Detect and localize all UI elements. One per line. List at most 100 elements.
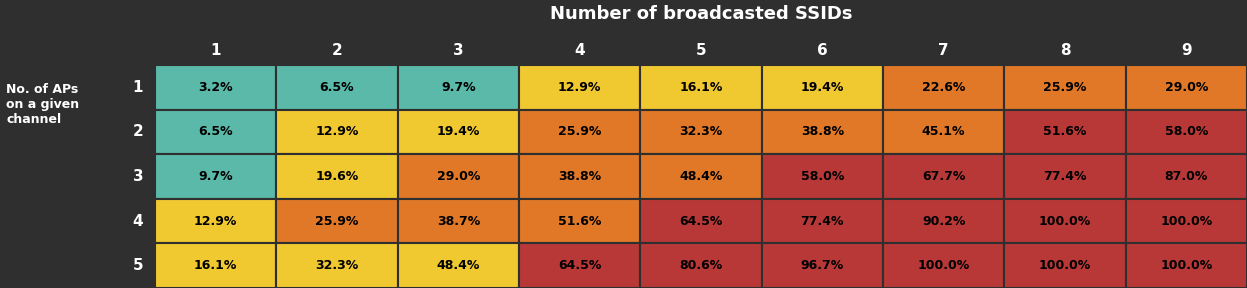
Bar [1126,65,1247,110]
Text: 100.0%: 100.0% [1160,215,1212,228]
Text: 22.6%: 22.6% [922,81,965,94]
Bar [762,65,883,110]
Bar [519,110,640,154]
Bar [519,154,640,199]
Bar [519,65,640,110]
Bar [1126,154,1247,199]
Text: 48.4%: 48.4% [436,259,480,272]
Bar [155,154,277,199]
Bar [398,65,519,110]
Bar [883,199,1004,243]
Text: 77.4%: 77.4% [1044,170,1086,183]
Text: 100.0%: 100.0% [1039,259,1091,272]
Text: 19.4%: 19.4% [801,81,844,94]
Text: 100.0%: 100.0% [1160,259,1212,272]
Text: 5: 5 [696,43,706,58]
Text: 51.6%: 51.6% [1044,125,1086,139]
Text: 100.0%: 100.0% [918,259,970,272]
Bar [277,110,398,154]
Bar [277,154,398,199]
Bar [640,243,762,288]
Bar [1004,243,1126,288]
Bar [1004,110,1126,154]
Text: 7: 7 [938,43,949,58]
Text: 45.1%: 45.1% [922,125,965,139]
Bar [1004,65,1126,110]
Bar [640,65,762,110]
Text: 19.4%: 19.4% [436,125,480,139]
Bar [398,154,519,199]
Text: 32.3%: 32.3% [315,259,359,272]
Text: 58.0%: 58.0% [1165,125,1208,139]
Bar [883,154,1004,199]
Text: 32.3%: 32.3% [680,125,722,139]
Text: 5: 5 [132,258,143,273]
Bar [1126,199,1247,243]
Bar [155,243,277,288]
Text: 12.9%: 12.9% [195,215,237,228]
Text: 48.4%: 48.4% [680,170,723,183]
Text: 2: 2 [132,124,143,139]
Text: 77.4%: 77.4% [801,215,844,228]
Bar [762,110,883,154]
Text: 87.0%: 87.0% [1165,170,1208,183]
Text: 29.0%: 29.0% [436,170,480,183]
Text: 6.5%: 6.5% [319,81,354,94]
Text: 67.7%: 67.7% [922,170,965,183]
Text: 38.8%: 38.8% [559,170,601,183]
Text: 3: 3 [132,169,143,184]
Text: 80.6%: 80.6% [680,259,722,272]
Text: 38.7%: 38.7% [436,215,480,228]
Bar [155,65,277,110]
Bar [519,199,640,243]
Text: 4: 4 [132,214,143,229]
Text: 51.6%: 51.6% [557,215,601,228]
Bar [640,199,762,243]
Bar [762,243,883,288]
Bar [1004,154,1126,199]
Text: 4: 4 [575,43,585,58]
Bar [1126,243,1247,288]
Text: 25.9%: 25.9% [557,125,601,139]
Bar [519,243,640,288]
Text: 12.9%: 12.9% [557,81,601,94]
Text: Number of broadcasted SSIDs: Number of broadcasted SSIDs [550,5,852,23]
Text: 8: 8 [1060,43,1070,58]
Bar [640,154,762,199]
Bar [398,199,519,243]
Bar [883,110,1004,154]
Text: 1: 1 [211,43,221,58]
Text: 64.5%: 64.5% [557,259,601,272]
Text: 16.1%: 16.1% [195,259,237,272]
Text: No. of APs
on a given
channel: No. of APs on a given channel [6,84,79,126]
Bar [883,243,1004,288]
Bar [398,243,519,288]
Text: 19.6%: 19.6% [315,170,359,183]
Text: 9: 9 [1181,43,1192,58]
Text: 38.8%: 38.8% [801,125,844,139]
Text: 29.0%: 29.0% [1165,81,1208,94]
Text: 3: 3 [453,43,464,58]
Text: 16.1%: 16.1% [680,81,723,94]
Bar [398,110,519,154]
Bar [277,243,398,288]
Text: 9.7%: 9.7% [198,170,233,183]
Text: 100.0%: 100.0% [1039,215,1091,228]
Bar [762,154,883,199]
Text: 64.5%: 64.5% [680,215,723,228]
Bar [1126,110,1247,154]
Bar [1004,199,1126,243]
Text: 25.9%: 25.9% [1044,81,1086,94]
Bar [883,65,1004,110]
Bar [155,199,277,243]
Bar [762,199,883,243]
Text: 6.5%: 6.5% [198,125,233,139]
Bar [277,199,398,243]
Text: 1: 1 [132,80,143,95]
Text: 12.9%: 12.9% [315,125,359,139]
Text: 96.7%: 96.7% [801,259,844,272]
Text: 25.9%: 25.9% [315,215,359,228]
Text: 3.2%: 3.2% [198,81,233,94]
Text: 2: 2 [332,43,343,58]
Text: 9.7%: 9.7% [441,81,475,94]
